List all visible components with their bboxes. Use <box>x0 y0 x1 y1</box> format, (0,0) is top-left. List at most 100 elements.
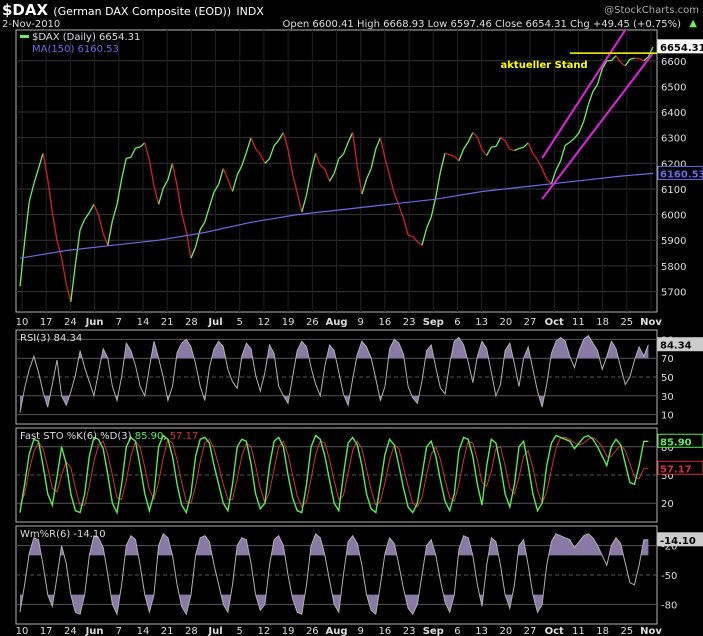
price-segment <box>555 160 562 171</box>
price-ytick: 6500 <box>661 82 686 93</box>
price-segment <box>573 132 580 139</box>
stoch-d-value-label-box <box>657 460 703 475</box>
xtick-top: 23 <box>403 317 416 328</box>
xtick-bottom: 27 <box>524 626 537 636</box>
stoch-k-title-value: 85.90 <box>135 431 164 442</box>
ohlc-text: Open 6600.41 High 6668.93 Low 6597.46 Cl… <box>282 19 681 30</box>
price-segment <box>282 132 289 150</box>
xtick-top: 24 <box>64 317 77 328</box>
rsi-value-label-box <box>657 337 703 352</box>
symbol: $DAX <box>2 1 49 19</box>
xtick-bottom: 28 <box>185 626 198 636</box>
xtick-bottom: 10 <box>16 626 29 636</box>
price-segment <box>444 152 450 156</box>
price-segment <box>416 241 423 246</box>
current-level-annotation: aktueller Stand <box>501 60 588 71</box>
price-segment <box>148 160 155 186</box>
price-segment <box>102 233 109 246</box>
xtick-bottom: 26 <box>306 626 319 636</box>
price-segment <box>111 204 118 221</box>
price-segment <box>194 229 201 248</box>
xtick-top: Jul <box>207 317 222 328</box>
price-segment <box>60 257 67 284</box>
stoch-d-value-label: 57.17 <box>660 464 692 475</box>
price-segment <box>647 46 654 58</box>
price-segment <box>615 55 622 63</box>
price-segment <box>278 132 284 141</box>
price-segment <box>126 156 132 159</box>
xtick-top: 28 <box>185 317 198 328</box>
xtick-top: 5 <box>237 317 243 328</box>
price-segment <box>116 178 123 205</box>
rsi-ytick: 10 <box>661 411 674 422</box>
price-segment <box>93 204 100 216</box>
price-segment <box>384 158 391 177</box>
price-segment <box>435 171 442 197</box>
price-segment <box>259 153 266 164</box>
chart-date: 2-Nov-2010 <box>2 19 61 30</box>
price-segment <box>33 168 40 184</box>
price-segment <box>564 141 571 146</box>
price-segment <box>130 147 137 158</box>
price-segment <box>592 83 599 92</box>
price-segment <box>296 192 303 213</box>
price-segment <box>610 55 617 62</box>
price-segment <box>208 191 215 208</box>
price-segment <box>412 236 418 242</box>
stoch-d-title-value: 57.17 <box>170 431 199 442</box>
price-segment <box>222 168 229 180</box>
xtick-top: Aug <box>325 317 347 328</box>
xtick-bottom: Aug <box>325 626 347 636</box>
price-segment <box>352 132 358 167</box>
price-segment <box>356 166 363 195</box>
xtick-top: 7 <box>116 317 122 328</box>
price-segment <box>643 56 649 62</box>
price-segment <box>407 234 413 238</box>
xtick-top: 12 <box>258 317 271 328</box>
price-segment <box>472 132 478 138</box>
legend-dax: $DAX (Daily) 6654.31 <box>32 32 140 43</box>
williams-fill <box>20 533 649 615</box>
price-segment <box>596 68 603 85</box>
xtick-top: 16 <box>379 317 392 328</box>
price-segment <box>624 58 631 67</box>
xtick-top: 27 <box>524 317 537 328</box>
price-segment <box>79 218 86 231</box>
price-segment <box>56 240 63 258</box>
xtick-bottom: 12 <box>258 626 271 636</box>
price-segment <box>550 170 557 185</box>
price-segment <box>218 168 224 185</box>
price-segment <box>500 137 506 142</box>
price-segment <box>268 145 275 159</box>
price-segment <box>481 149 488 157</box>
price-segment <box>144 142 151 161</box>
watermark: @StockCharts.com <box>604 5 699 16</box>
price-segment <box>153 185 160 205</box>
stoch-k-line <box>19 434 649 515</box>
price-segment <box>453 156 460 162</box>
price-ytick: 6100 <box>661 185 686 196</box>
rsi-title: RSI(3) 84.34 <box>20 333 82 344</box>
price-segment <box>532 153 539 161</box>
xtick-bottom: 7 <box>116 626 122 636</box>
last-price-label-box <box>657 39 703 54</box>
williams-value-label: -14.10 <box>660 536 696 547</box>
rsi-line <box>19 334 649 413</box>
xtick-top: Jun <box>85 317 104 328</box>
price-segment <box>204 206 211 223</box>
price-segment <box>375 137 381 150</box>
symbol-title: $DAX (German DAX Composite (EOD)) INDX <box>2 1 264 19</box>
price-segment <box>421 228 428 246</box>
williams-ytick: -50 <box>661 571 677 582</box>
price-segment <box>518 146 524 150</box>
price-segment <box>70 263 77 302</box>
xtick-bottom: Nov <box>640 626 662 636</box>
price-segment <box>583 104 589 122</box>
price-segment <box>23 201 30 242</box>
xtick-bottom: 17 <box>40 626 53 636</box>
price-segment <box>107 220 114 246</box>
price-segment <box>578 121 585 133</box>
xtick-bottom: 21 <box>161 626 174 636</box>
price-segment <box>19 241 26 287</box>
price-segment <box>342 142 349 155</box>
